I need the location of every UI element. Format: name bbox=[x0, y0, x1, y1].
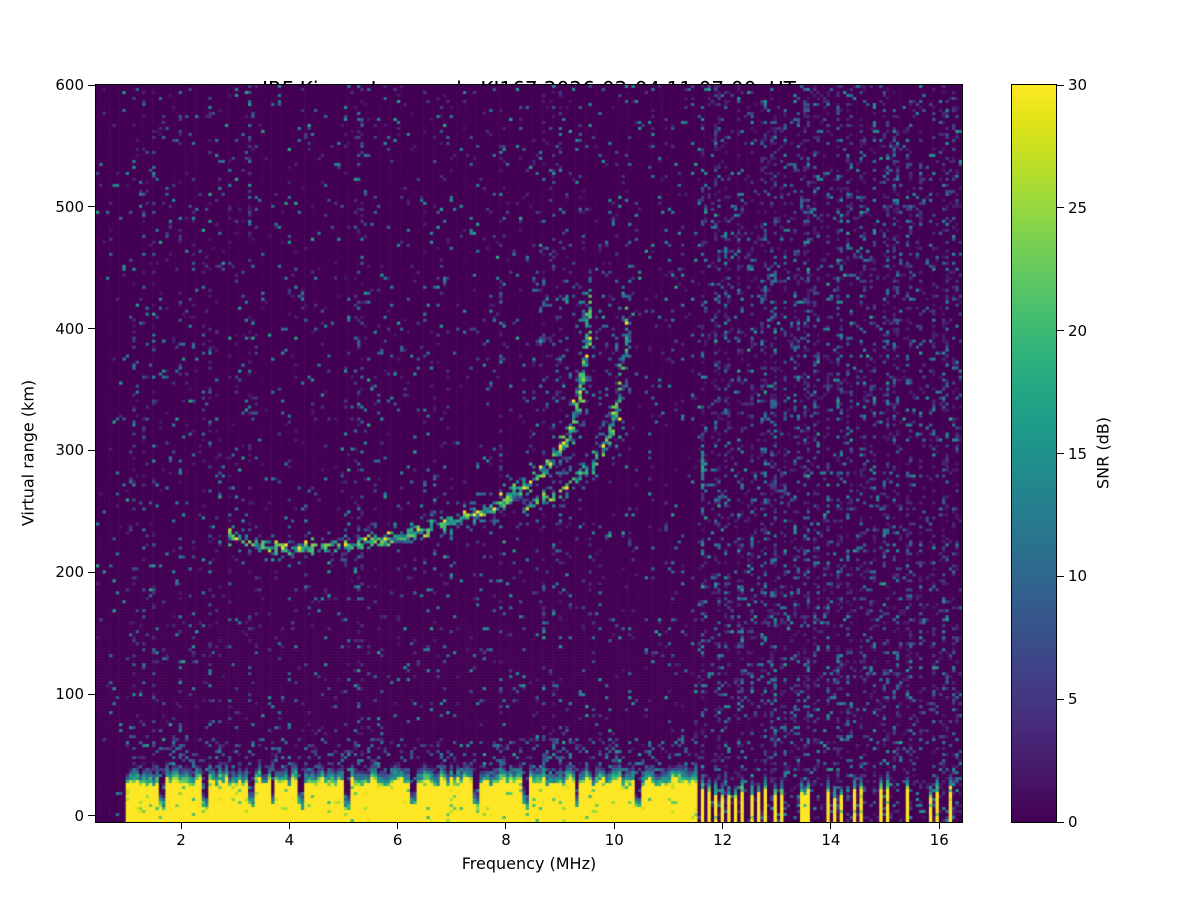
colorbar-tick-label: 20 bbox=[1068, 321, 1088, 340]
colorbar-tick-mark bbox=[1057, 84, 1064, 86]
y-tick-label: 500 bbox=[55, 197, 84, 216]
x-tick-label: 4 bbox=[284, 831, 295, 849]
y-tick-mark bbox=[88, 328, 95, 330]
y-tick-label: 100 bbox=[55, 685, 84, 704]
colorbar-tick-mark bbox=[1057, 330, 1064, 332]
colorbar-tick-label: 5 bbox=[1068, 690, 1078, 709]
y-tick-mark bbox=[88, 571, 95, 573]
y-tick-mark bbox=[88, 206, 95, 208]
colorbar-tick-mark bbox=[1057, 207, 1064, 209]
colorbar bbox=[1012, 85, 1056, 822]
x-tick-mark bbox=[830, 822, 832, 829]
colorbar-tick-mark bbox=[1057, 453, 1064, 454]
x-tick-mark bbox=[397, 822, 399, 829]
x-tick-mark bbox=[180, 822, 182, 829]
colorbar-tick-mark bbox=[1057, 698, 1064, 700]
y-tick-mark bbox=[88, 693, 95, 695]
x-tick-label: 6 bbox=[392, 831, 403, 849]
y-tick-mark bbox=[88, 84, 95, 86]
x-tick-mark bbox=[505, 822, 507, 829]
x-tick-label: 8 bbox=[501, 831, 511, 849]
y-tick-label: 300 bbox=[55, 441, 84, 460]
y-tick-mark bbox=[88, 815, 95, 817]
x-tick-mark bbox=[722, 822, 724, 829]
colorbar-tick-mark bbox=[1057, 575, 1064, 577]
ionogram-heatmap bbox=[96, 85, 962, 822]
y-tick-label: 0 bbox=[74, 806, 84, 825]
y-tick-label: 600 bbox=[55, 76, 84, 94]
colorbar-tick-label: 10 bbox=[1068, 567, 1088, 586]
x-tick-mark bbox=[288, 822, 290, 829]
colorbar-tick-label: 25 bbox=[1068, 198, 1088, 217]
x-tick-label: 12 bbox=[713, 831, 733, 849]
x-tick-mark bbox=[613, 822, 615, 829]
x-tick-label: 10 bbox=[604, 831, 624, 849]
x-axis-label: Frequency (MHz) bbox=[461, 854, 597, 873]
x-tick-label: 2 bbox=[176, 831, 186, 849]
y-tick-label: 400 bbox=[55, 319, 84, 338]
y-tick-mark bbox=[88, 449, 95, 451]
x-tick-mark bbox=[938, 822, 940, 829]
colorbar-tick-mark bbox=[1057, 821, 1064, 823]
x-tick-label: 16 bbox=[929, 831, 949, 849]
colorbar-tick-label: 0 bbox=[1068, 813, 1078, 831]
y-tick-label: 200 bbox=[55, 563, 84, 582]
x-tick-label: 14 bbox=[821, 831, 841, 849]
colorbar-tick-label: 30 bbox=[1068, 76, 1088, 94]
colorbar-tick-label: 15 bbox=[1068, 444, 1088, 463]
